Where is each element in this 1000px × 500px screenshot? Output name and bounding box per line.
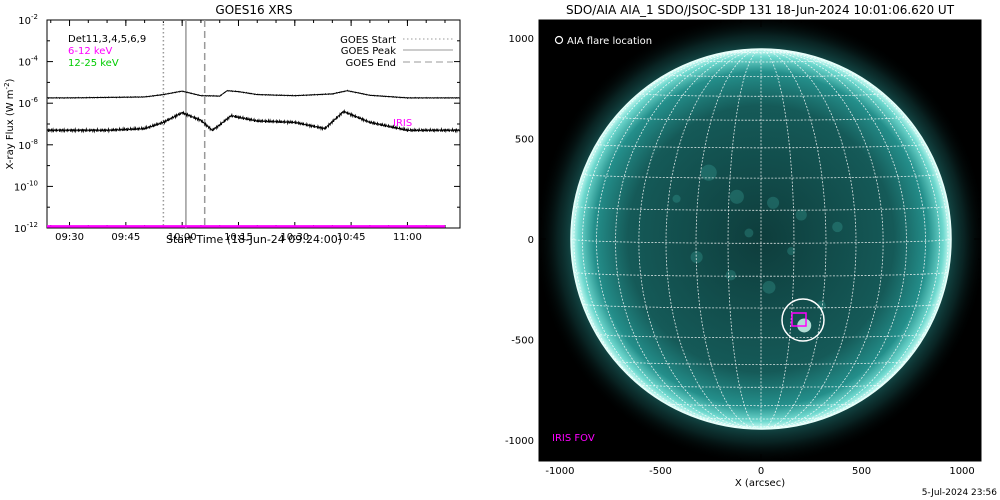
y-tick-label: 10-4 — [18, 55, 38, 69]
aia-flare-circle — [781, 298, 825, 342]
active-region-patch — [729, 189, 744, 204]
longitude-line — [760, 48, 940, 429]
active-region-patch — [725, 269, 737, 281]
latitude-line — [582, 303, 940, 309]
longitude-line — [695, 48, 762, 430]
series-6-12kev-line — [47, 109, 460, 134]
goes-panel: GOES16 XRS 10-2 10-4 10-6 10-8 10-10 10-12 09… — [3, 3, 461, 246]
footer-date: 5-Jul-2024 23:56 — [922, 488, 998, 498]
aia-x-label: X (arcsec) — [735, 478, 785, 489]
active-region-patch — [832, 221, 843, 233]
aia-iris-fov-label: IRIS FOV — [552, 433, 595, 444]
det-label: Det11,3,4,5,6,9 — [68, 34, 146, 45]
x-tick-label: 10:15 — [224, 232, 253, 243]
aia-panel: SDO/AIA AIA_1 SDO/JSOC-SDP 131 18-Jun-20… — [505, 3, 982, 489]
y-tick-label: 10-10 — [14, 179, 38, 193]
aia-x-tick-label: 500 — [852, 466, 871, 477]
latitude-line — [574, 271, 948, 277]
active-region-patch — [762, 280, 776, 294]
goes-x-label: Start Time (18-Jun-24 09:24:00) — [166, 233, 342, 246]
longitude-line — [760, 48, 884, 430]
aia-disk-features — [672, 164, 843, 333]
aia-y-tick-label: -500 — [511, 336, 534, 347]
longitude-line — [596, 48, 762, 430]
active-region-patch — [690, 251, 703, 264]
latitude-line — [666, 403, 856, 407]
aia-iris-fov-box — [791, 312, 807, 327]
aia-heliographic-grid — [570, 48, 952, 430]
longitude-line — [638, 48, 762, 430]
x-tick-label: 09:30 — [55, 232, 84, 243]
goes-y-label-main: X-ray Flux (W m — [5, 89, 16, 169]
x-tick-label: 10:45 — [337, 232, 366, 243]
active-region-patch — [744, 228, 754, 238]
active-region-patch — [672, 194, 681, 203]
latitude-line — [665, 74, 857, 78]
aia-x-tick-label: -500 — [649, 466, 672, 477]
y-tick-label: 10-12 — [14, 221, 38, 235]
latitude-line — [638, 384, 884, 388]
aia-y-tick-label: 0 — [528, 235, 534, 246]
aia-x-tick-label: -1000 — [545, 466, 574, 477]
aia-y-tick-label: 1000 — [509, 34, 534, 45]
goes-y-label: X-ray Flux (W m-2) — [3, 78, 16, 169]
latitude-line — [728, 425, 794, 428]
series-12-25kev-line — [47, 89, 460, 100]
x-tick-label: 09:45 — [111, 232, 140, 243]
longitude-line — [760, 48, 907, 430]
longitude-line — [760, 48, 857, 430]
longitude-line — [760, 48, 926, 430]
aia-flare-legend-label: AIA flare location — [567, 36, 652, 47]
iris-label: IRIS — [393, 118, 412, 129]
active-region-patch — [795, 209, 807, 221]
y-tick-label: 10-6 — [18, 96, 38, 110]
y-tick-label: 10-8 — [18, 138, 38, 152]
aia-y-tick-label: 500 — [515, 134, 534, 145]
goes-title: GOES16 XRS — [215, 3, 292, 17]
longitude-line — [573, 48, 762, 428]
y-tick-label: 10-2 — [18, 13, 38, 27]
longitude-line — [760, 48, 795, 430]
active-region-patch — [700, 164, 717, 181]
longitude-line — [760, 48, 949, 428]
legend-end-label: GOES End — [346, 58, 396, 69]
active-region-patch — [787, 247, 796, 256]
aia-x-axis: -1000 -500 0 500 1000 — [545, 20, 975, 477]
aia-x-tick-label: 1000 — [949, 466, 974, 477]
band-high-label: 12-25 keV — [68, 58, 119, 69]
legend-start-label: GOES Start — [340, 35, 396, 46]
active-region-patch — [767, 196, 780, 209]
goes-y-label-sup: -2 — [3, 82, 11, 89]
band-low-label: 6-12 keV — [68, 46, 112, 57]
legend-peak-label: GOES Peak — [341, 46, 396, 57]
goes-y-label-close: ) — [5, 78, 16, 82]
longitude-line — [665, 48, 762, 430]
latitude-line — [696, 417, 826, 420]
aia-y-axis: 1000 500 0 -500 -1000 — [505, 34, 981, 447]
longitude-line — [727, 48, 762, 430]
x-tick-label: 10:30 — [280, 232, 309, 243]
longitude-line — [615, 48, 762, 430]
latitude-line — [582, 173, 940, 179]
x-tick-label: 11:00 — [393, 232, 422, 243]
longitude-line — [582, 48, 762, 429]
aia-x-tick-label: 0 — [758, 466, 764, 477]
aia-y-tick-label: -1000 — [505, 436, 534, 447]
longitude-line — [760, 48, 827, 430]
latitude-line — [596, 333, 926, 339]
aia-solar-limb — [570, 48, 952, 430]
aia-title: SDO/AIA AIA_1 SDO/JSOC-SDP 131 18-Jun-20… — [566, 3, 955, 17]
x-tick-label: 10:00 — [168, 232, 197, 243]
aia-flare-legend-icon — [554, 35, 564, 45]
aia-plot-frame — [538, 19, 982, 462]
